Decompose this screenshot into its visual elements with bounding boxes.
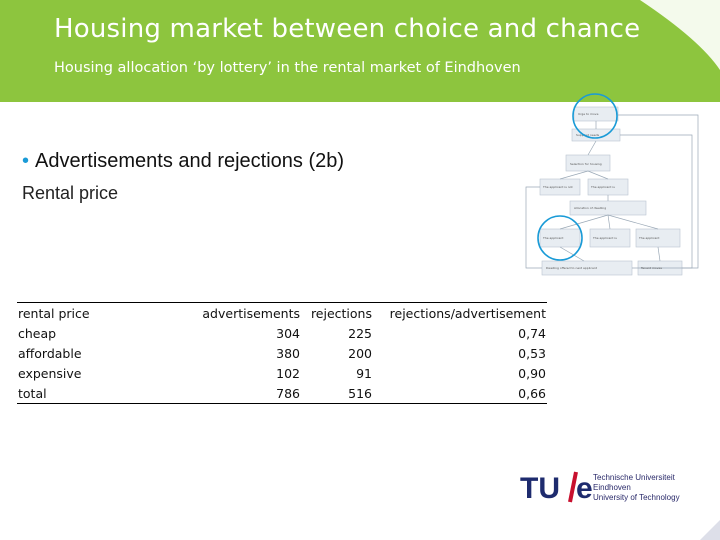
cell-ratio: 0,53 (518, 345, 546, 361)
header-rejections: rejections (301, 302, 373, 323)
svg-text:e: e (576, 472, 593, 504)
university-name-line2: Eindhoven (593, 483, 631, 492)
cell-advertisements: 380 (276, 345, 300, 361)
cell-advertisements: 102 (276, 365, 300, 381)
table-header-row: rental price advertisements rejections r… (17, 302, 547, 323)
svg-text:The applicant is: The applicant is (590, 185, 615, 189)
svg-text:Supplied needs: Supplied needs (576, 133, 599, 137)
svg-text:Tenant moves: Tenant moves (640, 266, 662, 270)
svg-text:Selection for housing: Selection for housing (570, 162, 602, 166)
university-name: Technische Universiteit Eindhoven Univer… (593, 473, 680, 503)
table-row: total 786 516 0,66 (17, 383, 547, 404)
cell-rejections: 200 (348, 345, 372, 361)
allocation-flow-diagram: Urge to move Supplied needs Selection fo… (525, 93, 699, 276)
cell-ratio: 0,90 (518, 365, 546, 381)
page-title: Housing market between choice and chance (54, 14, 641, 44)
advertisements-table: rental price advertisements rejections r… (17, 302, 547, 404)
title-banner: Housing market between choice and chance… (0, 0, 720, 102)
cell-rental-price: cheap (18, 325, 57, 341)
cell-ratio: 0,66 (373, 383, 547, 404)
bullet-text: Advertisements and rejections (2b) (35, 150, 345, 172)
svg-text:The applicant: The applicant (542, 236, 564, 240)
cell-rejections: 516 (301, 383, 373, 404)
svg-text:The applicant is: The applicant is (592, 236, 617, 240)
cell-rental-price: affordable (18, 345, 82, 361)
cell-rejections: 225 (348, 325, 372, 341)
university-name-line3: University of Technology (593, 493, 680, 502)
table-row: expensive 102 91 0,90 (17, 363, 547, 383)
subheading: Rental price (22, 183, 119, 203)
cell-rental-price: total (17, 383, 139, 404)
svg-text:The applicant is not: The applicant is not (542, 185, 573, 189)
page-subtitle: Housing allocation ‘by lottery’ in the r… (54, 60, 521, 76)
cell-advertisements: 786 (139, 383, 301, 404)
corner-decoration (700, 520, 720, 540)
cell-advertisements: 304 (276, 325, 300, 341)
banner-curve (640, 0, 720, 70)
header-ratio: rejections/advertisement (373, 302, 547, 323)
svg-text:TU: TU (520, 472, 560, 504)
bullet-point: • Advertisements and rejections (2b) (22, 150, 344, 173)
svg-text:Dwelling offered to next appli: Dwelling offered to next applicant (546, 266, 598, 270)
table-row: cheap 304 225 0,74 (17, 323, 547, 343)
cell-rental-price: expensive (18, 365, 82, 381)
university-name-line1: Technische Universiteit (593, 473, 675, 482)
cell-rejections: 91 (356, 365, 372, 381)
header-rental-price: rental price (17, 302, 139, 323)
table-row: affordable 380 200 0,53 (17, 343, 547, 363)
svg-text:The applicant: The applicant (638, 236, 660, 240)
header-advertisements: advertisements (139, 302, 301, 323)
svg-text:Urge to move: Urge to move (578, 112, 599, 116)
cell-ratio: 0,74 (518, 325, 546, 341)
svg-text:Allocation of dwelling: Allocation of dwelling (574, 206, 606, 210)
bullet-icon: • (22, 150, 30, 172)
tue-logo: TU e (520, 471, 593, 504)
